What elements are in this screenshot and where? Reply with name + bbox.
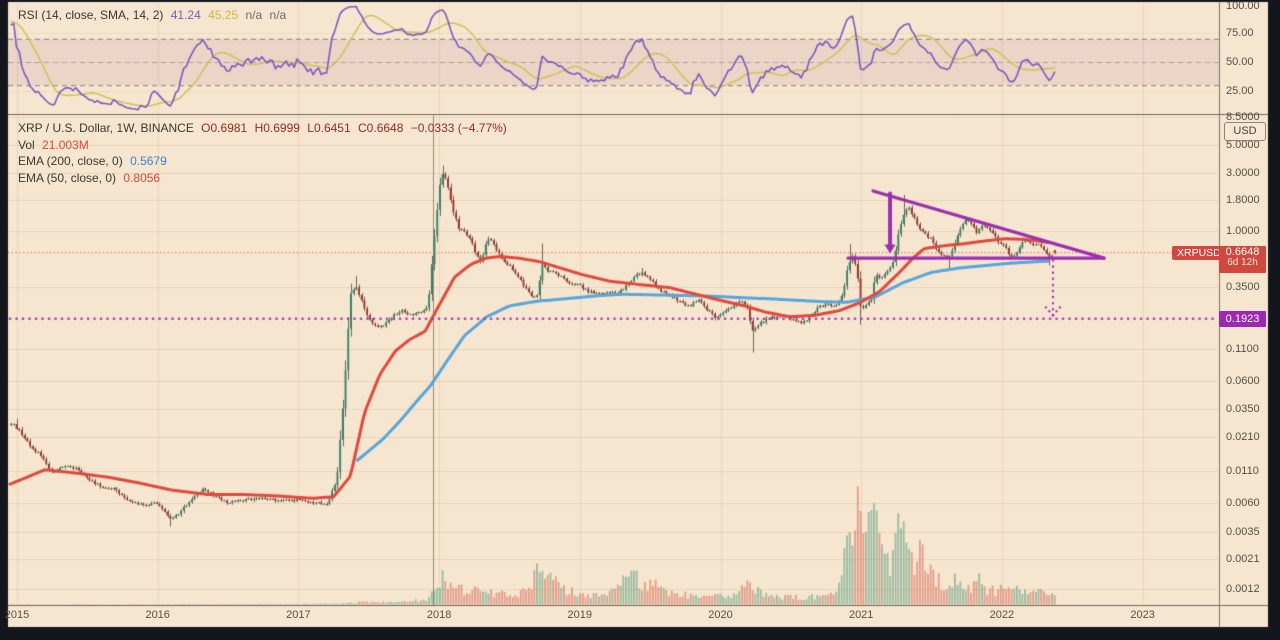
price-axis-tick: 0.0110	[1226, 465, 1259, 478]
time-axis-label: 2019	[567, 609, 593, 621]
currency-badge[interactable]: USD	[1224, 122, 1266, 141]
symbol-title: XRP / U.S. Dollar, 1W, BINANCE	[18, 121, 194, 135]
price-axis-tick: 0.0021	[1226, 553, 1260, 566]
price-axis-tick: 8.5000	[1226, 111, 1260, 124]
ema200-legend-row[interactable]: EMA (200, close, 0) 0.5679	[18, 153, 511, 170]
price-axis-tick: 0.3500	[1226, 280, 1260, 293]
rsi-na-1: n/a	[245, 8, 263, 22]
symbol-price-tag: XRPUSD	[1172, 245, 1226, 260]
time-axis-label: 2021	[848, 609, 874, 621]
ema200-value: 0.5679	[130, 154, 167, 168]
rsi-axis-tick: 100.00	[1226, 0, 1260, 12]
rsi-axis-tick: 50.00	[1226, 56, 1254, 68]
rsi-axis-tick: 75.00	[1226, 27, 1254, 39]
volume-legend-row[interactable]: Vol 21.003M	[18, 137, 511, 154]
time-axis-label: 2023	[1130, 609, 1155, 621]
volume-value: 21.003M	[42, 137, 89, 152]
rsi-sma-value: 45.25	[208, 8, 239, 22]
ohlc-change: −0.0333 (−4.77%)	[410, 121, 507, 135]
time-axis-label: 2015	[4, 609, 30, 621]
symbol-legend-row[interactable]: XRP / U.S. Dollar, 1W, BINANCE O0.6981 H…	[18, 120, 511, 137]
price-axis-tick: 5.0000	[1226, 139, 1260, 152]
ema200-label: EMA (200, close, 0)	[18, 154, 123, 168]
price-axis-tick: 0.0060	[1226, 497, 1260, 510]
price-axis-tick: 0.0350	[1226, 403, 1260, 416]
support-price-badge: 0.1923	[1219, 310, 1266, 327]
rsi-legend[interactable]: RSI (14, close, SMA, 14, 2) 41.24 45.25 …	[18, 7, 290, 24]
rsi-legend-title: RSI (14, close, SMA, 14, 2)	[18, 8, 164, 22]
ohlc-open: O0.6981	[201, 121, 248, 135]
price-axis-tick: 0.0600	[1226, 374, 1260, 387]
price-axis-tick: 0.0035	[1226, 526, 1260, 539]
rsi-value: 41.24	[170, 8, 201, 22]
ohlc-close: C0.6648	[358, 121, 404, 135]
price-axis-tick: 0.1100	[1226, 342, 1259, 355]
ema50-value: 0.8056	[123, 170, 161, 185]
ohlc-high: H0.6999	[254, 121, 300, 135]
rsi-na-2: n/a	[269, 8, 287, 22]
ema50-label: EMA (50, close, 0)	[18, 170, 117, 185]
ema50-legend-row[interactable]: EMA (50, close, 0) 0.8056	[18, 170, 511, 187]
price-axis-tick: 1.8000	[1226, 193, 1260, 206]
last-price-badge: 0.6648 6d 12h	[1219, 245, 1266, 273]
rsi-axis-tick: 25.00	[1226, 85, 1254, 97]
time-axis-label: 2020	[708, 609, 733, 621]
ohlc-low: L0.6451	[307, 121, 351, 135]
time-axis-label: 2022	[989, 609, 1015, 621]
price-axis-tick: 1.0000	[1226, 225, 1260, 237]
last-price-value: 0.6648	[1225, 245, 1260, 258]
time-axis-label: 2018	[426, 609, 452, 621]
time-axis-label: 2016	[145, 609, 170, 621]
bar-countdown: 6d 12h	[1227, 256, 1258, 268]
time-axis-label: 2017	[286, 609, 311, 621]
price-axis-tick: 3.0000	[1226, 166, 1260, 179]
price-axis-tick: 0.0012	[1226, 583, 1260, 596]
symbol-legend: XRP / U.S. Dollar, 1W, BINANCE O0.6981 H…	[18, 120, 511, 186]
volume-label: Vol	[18, 137, 35, 152]
price-axis-tick: 0.0210	[1226, 430, 1260, 443]
